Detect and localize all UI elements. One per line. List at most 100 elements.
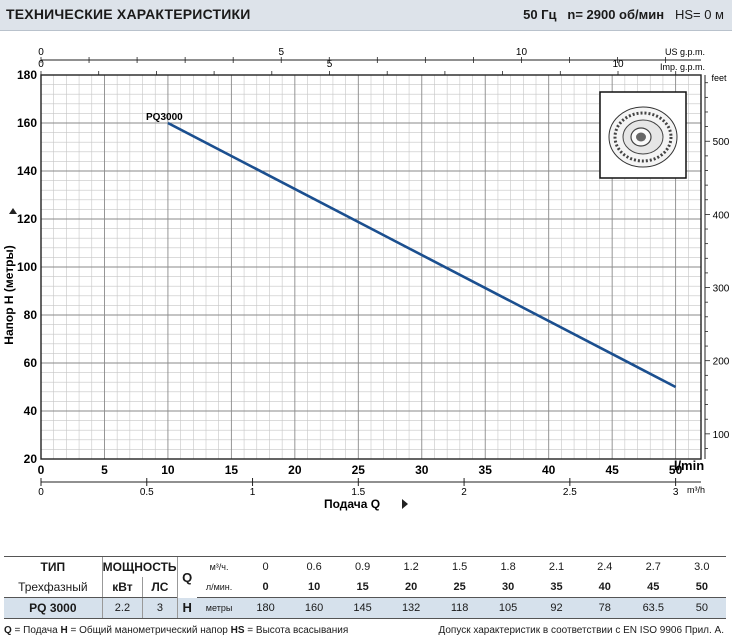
q-unit-m3h: м³/ч. (196, 556, 242, 577)
q-m3h-cell: 0 (241, 556, 290, 577)
q-m3h-cell: 3.0 (677, 556, 726, 577)
speed: n= 2900 об/мин (567, 7, 665, 22)
usgpm-tick-label: 5 (278, 47, 284, 58)
q-lmin-cell: 45 (628, 577, 678, 598)
q-lmin-cell: 10 (289, 577, 339, 598)
x-tick-label: 5 (101, 463, 108, 477)
feet-tick-label: 200 (713, 357, 730, 368)
m3h-tick-label: 1 (250, 487, 256, 498)
m3h-tick-label: 2 (461, 487, 467, 498)
h-cell: 180 (241, 597, 290, 619)
y-tick-label: 160 (17, 116, 37, 130)
x-tick-label: 15 (225, 463, 239, 477)
legend-hs-text: = Высота всасывания (244, 625, 349, 636)
legend-q: Q (4, 625, 12, 636)
q-lmin-cell: 35 (532, 577, 581, 598)
y-tick-label: 20 (24, 452, 38, 466)
feet-tick-label: 400 (713, 210, 730, 221)
x-axis-title: Подача Q (324, 497, 380, 511)
model-kw: 2.2 (101, 597, 143, 619)
impgpm-tick-label: 10 (612, 59, 624, 70)
performance-table: ТИП МОЩНОСТЬ Q м³/ч. 0 0.6 0.9 1.2 1.5 1… (4, 556, 726, 619)
model-hp: 3 (142, 597, 178, 619)
y-unit-feet: feet (711, 73, 727, 83)
impeller-image (599, 91, 687, 179)
q-m3h-cell: 0.9 (338, 556, 387, 577)
q-m3h-cell: 1.5 (435, 556, 484, 577)
footer-tolerance: Допуск характеристик в соответствии с EN… (438, 625, 724, 636)
q-lmin-cell: 25 (435, 577, 484, 598)
usgpm-tick-label: 0 (38, 47, 44, 58)
table-hp-header: ЛС (142, 577, 178, 598)
y-tick-label: 40 (24, 404, 38, 418)
y-tick-label: 60 (24, 356, 38, 370)
frequency: 50 Гц (523, 7, 557, 22)
x-unit-m3h: m³/h (687, 485, 705, 495)
y-axis-title: Напор H (метры) (2, 245, 16, 344)
x-tick-label: 35 (479, 463, 493, 477)
x-unit-impgpm: Imp. g.p.m. (660, 62, 705, 72)
q-m3h-cell: 2.4 (580, 556, 629, 577)
x-tick-label: 25 (352, 463, 366, 477)
page-title: ТЕХНИЧЕСКИЕ ХАРАКТЕРИСТИКИ (6, 6, 251, 22)
m3h-tick-label: 0.5 (140, 487, 154, 498)
h-cell: 145 (338, 597, 387, 619)
y-tick-label: 80 (24, 308, 38, 322)
h-cell: 63.5 (628, 597, 678, 619)
table-kw-header: кВт (101, 577, 143, 598)
q-m3h-cell: 2.1 (532, 556, 581, 577)
h-cell: 92 (532, 597, 581, 619)
x-tick-label: 40 (542, 463, 556, 477)
legend-h: H (60, 625, 68, 636)
m3h-tick-label: 1.5 (351, 487, 365, 498)
series-line (167, 121, 677, 389)
suction-height: HS= 0 м (674, 7, 724, 22)
h-cell: 160 (289, 597, 339, 619)
legend-hs: HS (230, 625, 245, 636)
m3h-tick-label: 3 (673, 487, 679, 498)
impgpm-tick-label: 0 (38, 59, 44, 70)
impgpm-tick-label: 5 (327, 59, 333, 70)
y-tick-label: 120 (17, 212, 37, 226)
operating-spec: 50 Гц n= 2900 об/мин HS= 0 м (523, 7, 724, 22)
q-lmin-cell: 20 (386, 577, 436, 598)
y-tick-label: 100 (17, 260, 37, 274)
x-tick-label: 30 (415, 463, 429, 477)
h-cell: 50 (677, 597, 726, 619)
series-label: PQ3000 (146, 112, 183, 123)
table-row: PQ 3000 2.2 3 H метры 180 160 145 132 11… (4, 597, 726, 619)
model-name: PQ 3000 (4, 597, 103, 619)
feet-tick-label: 300 (713, 284, 730, 295)
feet-tick-label: 100 (713, 430, 730, 441)
table-type-sub: Трехфазный (4, 577, 103, 598)
y-tick-label: 180 (17, 68, 37, 82)
q-m3h-cell: 1.8 (483, 556, 533, 577)
m3h-tick-label: 0 (38, 487, 44, 498)
q-lmin-cell: 40 (580, 577, 629, 598)
legend-h-text: = Общий манометрический напор (67, 625, 231, 636)
h-symbol: H (176, 597, 197, 619)
h-cell: 78 (580, 597, 629, 619)
x-tick-label: 50 (669, 463, 683, 477)
q-symbol: Q (176, 556, 197, 598)
x-axis-arrow-icon (402, 499, 408, 509)
table-header-type: ТИП (4, 556, 103, 577)
y-tick-label: 140 (17, 164, 37, 178)
h-cell: 105 (483, 597, 533, 619)
q-lmin-cell: 30 (483, 577, 533, 598)
q-lmin-cell: 50 (677, 577, 726, 598)
header-bar: ТЕХНИЧЕСКИЕ ХАРАКТЕРИСТИКИ 50 Гц n= 2900… (0, 0, 732, 31)
m3h-tick-label: 2.5 (563, 487, 577, 498)
q-lmin-cell: 15 (338, 577, 387, 598)
x-tick-label: 0 (38, 463, 45, 477)
h-unit: метры (196, 597, 242, 619)
legend-q-text: = Подача (11, 625, 61, 636)
q-unit-lmin: л/мин. (196, 577, 242, 598)
q-lmin-cell: 0 (241, 577, 290, 598)
x-unit-lmin: l/min (674, 458, 704, 473)
usgpm-tick-label: 10 (516, 47, 528, 58)
x-unit-usgpm: US g.p.m. (665, 47, 705, 57)
footer-legend: Q = Подача H = Общий манометрический нап… (4, 625, 348, 636)
x-tick-label: 20 (288, 463, 302, 477)
feet-tick-label: 500 (713, 137, 730, 148)
